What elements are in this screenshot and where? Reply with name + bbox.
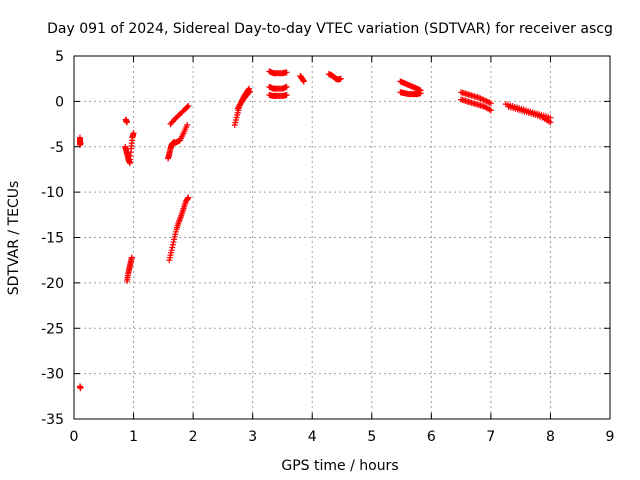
data-point-marker: [487, 107, 494, 114]
x-tick-label: 6: [427, 429, 436, 445]
series-arc-20: [458, 96, 494, 114]
series-arc-1: [76, 134, 84, 148]
data-point-marker: [185, 194, 192, 201]
series-arc-16: [325, 71, 344, 83]
series-arc-7: [167, 102, 192, 128]
y-tick-label: -30: [41, 367, 64, 383]
y-tick-label: -20: [41, 276, 64, 292]
x-tick-label: 1: [129, 429, 138, 445]
data-point-marker: [77, 385, 84, 392]
series-arc-13: [266, 83, 290, 92]
series-arc-2: [76, 383, 84, 392]
series-arc-14: [266, 92, 290, 99]
y-tick-label: 0: [55, 94, 64, 110]
series-arc-9: [166, 194, 192, 264]
y-axis-ticks: 5 0 -5 -10 -15 -20 -25 -30 -35: [41, 49, 610, 428]
series-arc-4: [122, 130, 137, 167]
y-axis-label: SDTVAR / TECUs: [6, 181, 22, 296]
data-point-marker: [130, 130, 137, 137]
data-point-marker: [245, 89, 252, 96]
series-arc-12: [266, 68, 290, 77]
data-point-marker: [124, 119, 131, 126]
series-arc-8: [169, 121, 191, 147]
series-arc-22: [505, 103, 554, 126]
data-point-marker: [184, 103, 191, 110]
data-point-marker: [128, 254, 135, 261]
x-tick-label: 9: [606, 429, 615, 445]
data-point-marker: [283, 92, 290, 99]
y-tick-label: -5: [50, 140, 64, 156]
y-tick-label: 5: [55, 49, 64, 65]
series-arc-18: [397, 89, 424, 98]
data-point-marker: [417, 90, 424, 97]
x-axis-label: GPS time / hours: [281, 458, 398, 474]
x-tick-label: 2: [189, 429, 198, 445]
data-point-marker: [283, 83, 290, 90]
series-arc-15: [297, 72, 307, 85]
x-tick-label: 4: [308, 429, 317, 445]
data-point-marker: [184, 121, 191, 128]
x-tick-label: 5: [367, 429, 376, 445]
x-tick-label: 7: [486, 429, 495, 445]
series-arc-11: [234, 88, 253, 112]
x-tick-label: 0: [70, 429, 79, 445]
grid-lines: [74, 56, 610, 419]
y-tick-label: -15: [41, 231, 64, 247]
y-tick-label: -35: [41, 412, 64, 428]
data-point-marker: [337, 75, 344, 82]
data-point-marker: [300, 78, 307, 85]
y-tick-label: -10: [41, 185, 64, 201]
x-tick-label: 8: [546, 429, 555, 445]
data-point-marker: [283, 69, 290, 76]
x-axis-ticks: 0 1 2 3 4 5 6 7 8 9: [70, 56, 615, 445]
y-tick-label: -25: [41, 321, 64, 337]
data-points: [76, 68, 554, 392]
data-point-marker: [547, 119, 554, 126]
data-point-marker: [246, 88, 253, 95]
x-tick-label: 3: [248, 429, 257, 445]
data-point-marker: [185, 102, 192, 109]
series-arc-19: [458, 89, 494, 107]
data-point-marker: [77, 140, 84, 147]
series-arc-5: [124, 254, 135, 285]
chart-title: Day 091 of 2024, Sidereal Day-to-day VTE…: [47, 21, 613, 37]
data-point-marker: [487, 100, 494, 107]
series-arc-3: [122, 116, 131, 126]
